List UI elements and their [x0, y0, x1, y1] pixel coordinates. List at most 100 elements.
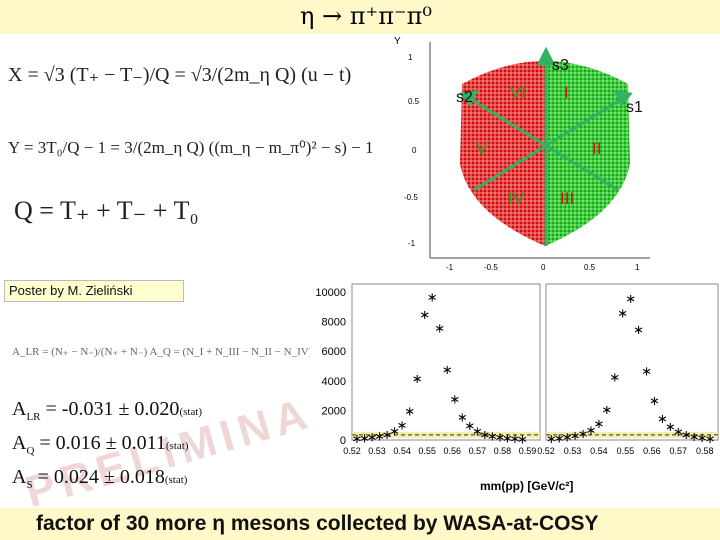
hist-point: ∗ — [689, 430, 700, 445]
hist-point: ∗ — [419, 308, 430, 323]
hist-point: ∗ — [389, 424, 400, 439]
hist-y-tick: 8000 — [322, 317, 346, 329]
hist-x-tick: 0.56 — [444, 446, 462, 456]
hist-points: ∗∗∗∗∗∗∗∗∗∗∗∗∗∗∗∗∗∗∗∗∗∗∗ ∗∗∗∗∗∗∗∗∗∗∗∗∗∗∗∗∗… — [352, 290, 716, 447]
dalitz-y-tick: -0.5 — [404, 193, 418, 202]
hist-x-tick: 0.59 — [519, 446, 537, 456]
hist-point: ∗ — [546, 432, 557, 447]
hist-point: ∗ — [562, 430, 573, 445]
hist-point: ∗ — [641, 364, 652, 379]
hist-point: ∗ — [586, 424, 597, 439]
hist-point: ∗ — [487, 430, 498, 445]
s1-arrowhead — [613, 90, 633, 107]
hist-x-tick: 0.58 — [696, 446, 714, 456]
hist-point: ∗ — [502, 431, 513, 446]
hist-x-tick: 0.55 — [418, 446, 436, 456]
hist-point: ∗ — [397, 418, 408, 433]
hist-x-tick: 0.54 — [393, 446, 411, 456]
slide-title: η → π⁺π⁻π⁰ — [300, 2, 433, 30]
hist-x-tick: 0.53 — [368, 446, 386, 456]
hist-point: ∗ — [681, 428, 692, 443]
s3-label: s3 — [552, 57, 569, 74]
hist-point: ∗ — [517, 432, 528, 447]
dalitz-x-tick: -0.5 — [484, 263, 498, 272]
hist-point: ∗ — [601, 403, 612, 418]
hist-point: ∗ — [509, 432, 520, 447]
hist-point: ∗ — [609, 370, 620, 385]
title-bar — [0, 0, 720, 34]
hist-x-tick-labels: 0.52 0.53 0.54 0.55 0.56 0.57 0.58 0.59 0.52 0.53… — [343, 446, 713, 456]
hist-point: ∗ — [633, 323, 644, 338]
footer-text: factor of 30 more η mesons collected by … — [36, 512, 599, 535]
sector-label-ii: II — [592, 139, 601, 158]
hist-point: ∗ — [578, 427, 589, 442]
dalitz-y-label: Y — [394, 36, 401, 47]
hist-point: ∗ — [697, 431, 708, 446]
hist-x-tick: 0.54 — [590, 446, 608, 456]
hist-y-tick: 6000 — [322, 346, 346, 358]
hist-x-tick: 0.58 — [494, 446, 512, 456]
dalitz-x-tick: -1 — [446, 263, 454, 272]
hist-x-tick: 0.52 — [537, 446, 555, 456]
result-as: AS = 0.024 ± 0.018(stat) — [12, 466, 188, 491]
hist-x-tick: 0.57 — [469, 446, 487, 456]
result-alr: ALR = -0.031 ± 0.020(stat) — [12, 398, 203, 423]
hist-x-label: mm(pp) [GeV/c²] — [480, 479, 573, 493]
hist-y-tick-labels: 0 2000 4000 6000 8000 10000 — [315, 287, 346, 447]
hist-point: ∗ — [382, 428, 393, 443]
hist-frame — [351, 283, 541, 441]
hist-point: ∗ — [593, 417, 604, 432]
sector-label-vi: VI — [510, 83, 526, 102]
dalitz-plot: Y 1 0.5 0 -0.5 -1 -1 -0.5 0 0.5 1 s3 s2 … — [394, 36, 650, 272]
dalitz-y-tick: 0 — [412, 146, 417, 155]
hist-point: ∗ — [404, 404, 415, 419]
footer-bar — [0, 508, 720, 540]
hist-point: ∗ — [464, 419, 475, 434]
s2-arrowhead — [459, 90, 479, 107]
dalitz-y-tick: 0.5 — [408, 97, 420, 106]
hist-point: ∗ — [352, 432, 363, 447]
s2-label: s2 — [456, 89, 473, 106]
hist-point: ∗ — [554, 431, 565, 446]
hist-x-tick: 0.55 — [617, 446, 635, 456]
sector-label-i: I — [564, 83, 569, 102]
hist-y-tick: 4000 — [322, 376, 346, 388]
dalitz-symmetry-axes — [459, 46, 633, 246]
hist-y-tick: 0 — [340, 435, 346, 447]
sector-label-v: V — [476, 139, 488, 158]
hist-frame — [545, 283, 719, 441]
hist-x-tick: 0.52 — [343, 446, 361, 456]
hist-point: ∗ — [427, 290, 438, 305]
hist-point: ∗ — [665, 420, 676, 435]
hist-point: ∗ — [479, 428, 490, 443]
dalitz-y-tick: -1 — [408, 239, 416, 248]
s1-axis-arrow — [473, 98, 621, 192]
hist-point: ∗ — [657, 412, 668, 427]
dalitz-y-ticks: 1 0.5 0 -0.5 -1 — [404, 53, 420, 248]
s1-label: s1 — [626, 99, 643, 116]
s3-arrowhead — [536, 46, 556, 66]
hist-x-tick: 0.56 — [643, 446, 661, 456]
hist-y-tick: 10000 — [315, 287, 346, 299]
hist-point: ∗ — [434, 322, 445, 337]
hist-point: ∗ — [570, 429, 581, 444]
hist-point: ∗ — [412, 372, 423, 387]
sector-label-iii: III — [560, 189, 574, 208]
hist-point: ∗ — [494, 431, 505, 446]
hist-point: ∗ — [374, 430, 385, 445]
hist-point: ∗ — [472, 424, 483, 439]
hist-x-tick: 0.57 — [670, 446, 688, 456]
sector-label-iv: IV — [508, 189, 525, 208]
hist-point: ∗ — [359, 432, 370, 447]
dalitz-x-tick: 0.5 — [584, 263, 596, 272]
hist-x-tick: 0.53 — [564, 446, 582, 456]
hist-point: ∗ — [449, 393, 460, 408]
poster-credit: Poster by M. Zieliński — [4, 280, 184, 302]
formula-q: Q = T₊ + T₋ + T₀ — [14, 196, 199, 225]
hist-point: ∗ — [673, 425, 684, 440]
formula-y: Y = 3T₀/Q − 1 = 3/(2m_η Q) ((m_η − m_π⁰)… — [8, 138, 374, 157]
hist-point: ∗ — [705, 432, 716, 447]
hist-frames — [351, 283, 719, 441]
histogram-panel — [310, 278, 720, 496]
